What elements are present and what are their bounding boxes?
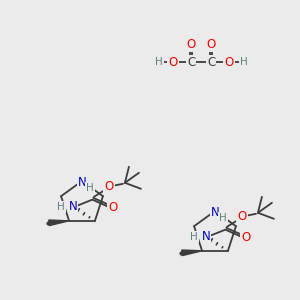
Text: C: C bbox=[207, 56, 215, 68]
Text: O: O bbox=[224, 56, 234, 68]
Text: H: H bbox=[190, 232, 198, 242]
Text: O: O bbox=[206, 38, 216, 52]
Text: H: H bbox=[57, 202, 65, 212]
Text: H: H bbox=[219, 213, 227, 223]
Text: O: O bbox=[241, 231, 250, 244]
Text: N: N bbox=[202, 230, 210, 243]
Text: H: H bbox=[86, 183, 94, 193]
Text: H: H bbox=[240, 57, 248, 67]
Text: O: O bbox=[237, 210, 247, 223]
Polygon shape bbox=[182, 250, 202, 256]
Text: O: O bbox=[186, 38, 196, 52]
Text: N: N bbox=[78, 176, 86, 188]
Text: N: N bbox=[211, 206, 219, 218]
Text: O: O bbox=[108, 201, 118, 214]
Text: C: C bbox=[187, 56, 195, 68]
Text: N: N bbox=[69, 200, 77, 213]
Text: O: O bbox=[168, 56, 178, 68]
Polygon shape bbox=[49, 220, 69, 226]
Text: H: H bbox=[155, 57, 163, 67]
Text: O: O bbox=[104, 180, 114, 193]
